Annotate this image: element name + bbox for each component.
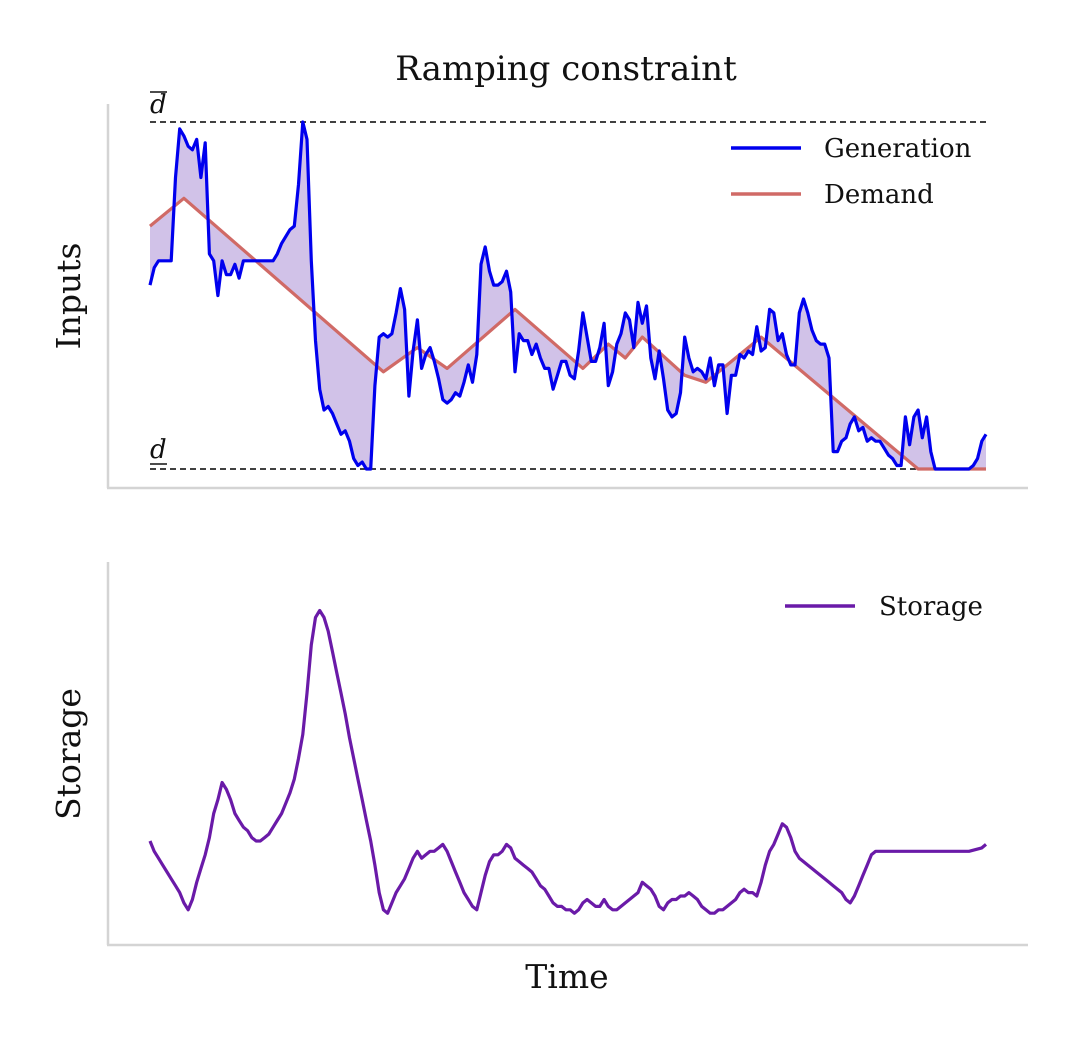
bottom-panel: Storage Storage Time (49, 562, 1028, 996)
top-legend: Generation Demand (731, 134, 972, 210)
top-y-axis-label: Inputs (49, 243, 88, 350)
upper-limit-label: d (150, 90, 167, 120)
generation-series-line (148, 120, 988, 471)
x-axis-label: Time (525, 957, 608, 996)
bottom-y-axis-label: Storage (49, 688, 88, 820)
bottom-legend: Storage (785, 592, 983, 622)
generation-demand-fill (150, 122, 986, 469)
lower-limit-label: d (150, 435, 167, 465)
legend-storage-label: Storage (879, 592, 983, 622)
chart-title: Ramping constraint (395, 49, 737, 89)
storage-series-line (148, 608, 988, 915)
legend-demand-label: Demand (824, 180, 934, 210)
demand-series-line (148, 196, 986, 471)
legend-generation-label: Generation (824, 134, 972, 164)
top-panel: Ramping constraint Inputs d d Generation… (49, 49, 1028, 490)
